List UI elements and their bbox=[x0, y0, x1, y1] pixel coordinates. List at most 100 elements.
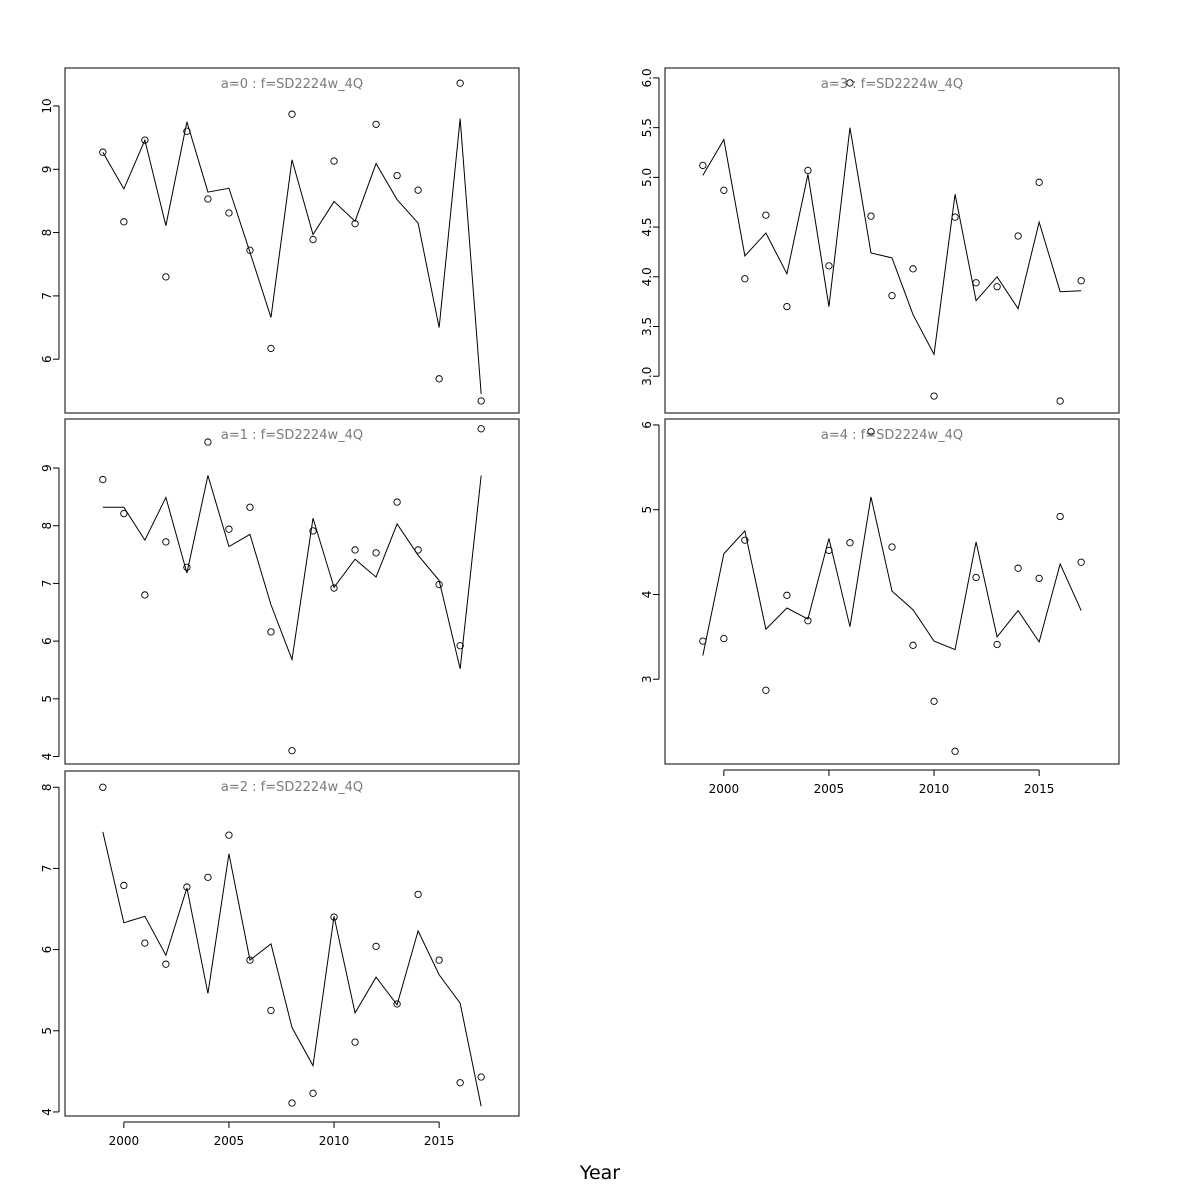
observed-point bbox=[141, 591, 149, 599]
observed-point bbox=[720, 634, 728, 643]
observed-point bbox=[888, 292, 896, 300]
observed-point bbox=[309, 235, 317, 244]
observed-point bbox=[477, 425, 485, 433]
panel-frame bbox=[664, 418, 1120, 765]
observed-point bbox=[699, 161, 707, 170]
observed-point bbox=[477, 397, 485, 405]
observed-point bbox=[930, 392, 938, 400]
x-tick-label: 2005 bbox=[814, 782, 845, 796]
observed-point bbox=[414, 186, 422, 194]
x-tick-label: 2010 bbox=[319, 1134, 350, 1148]
observed-point bbox=[1077, 277, 1085, 285]
observed-point bbox=[846, 539, 854, 547]
y-tick-label: 9 bbox=[40, 165, 54, 173]
panel-frame bbox=[64, 67, 520, 414]
observed-point bbox=[351, 220, 359, 228]
observed-point bbox=[288, 110, 296, 118]
panel-frame bbox=[64, 770, 520, 1117]
y-tick-label: 6 bbox=[640, 421, 654, 429]
observed-point bbox=[1014, 232, 1022, 240]
observed-point bbox=[951, 747, 959, 755]
fitted-line bbox=[102, 118, 482, 395]
observed-point bbox=[267, 628, 275, 636]
observed-point bbox=[330, 157, 338, 165]
observed-point bbox=[804, 617, 812, 625]
x-axis-label: Year bbox=[579, 1162, 620, 1184]
observed-point bbox=[120, 218, 128, 226]
observed-point bbox=[1014, 564, 1022, 572]
y-tick-label: 5 bbox=[640, 506, 654, 514]
y-tick-label: 3.5 bbox=[640, 317, 654, 336]
panels-layer: 6 7 8 9 10 a=0 : f=SD2224w_4Q 4 5 6 7 8 9 a=1 : f=SD… bbox=[40, 67, 1120, 1148]
observed-point bbox=[783, 302, 791, 311]
observed-point bbox=[330, 913, 338, 921]
observed-point bbox=[1056, 397, 1064, 405]
observed-point bbox=[972, 573, 980, 582]
x-tick-label: 2010 bbox=[919, 782, 950, 796]
observed-point bbox=[162, 538, 170, 546]
observed-point bbox=[867, 212, 875, 220]
y-tick-label: 4.0 bbox=[640, 267, 654, 286]
observed-point bbox=[393, 498, 401, 506]
observed-point bbox=[435, 956, 443, 964]
observed-point bbox=[288, 1099, 296, 1107]
fitted-line bbox=[702, 127, 1082, 356]
observed-point bbox=[825, 546, 833, 555]
observed-point bbox=[246, 956, 254, 964]
y-tick-label: 6 bbox=[40, 946, 54, 954]
fitted-line bbox=[102, 831, 482, 1107]
observed-point bbox=[909, 641, 917, 649]
observed-point bbox=[120, 881, 128, 890]
x-tick-label: 2015 bbox=[424, 1134, 455, 1148]
observed-point bbox=[183, 883, 191, 891]
observed-point bbox=[741, 536, 749, 544]
observed-point bbox=[162, 960, 170, 968]
observed-point bbox=[930, 697, 938, 705]
observed-point bbox=[393, 1000, 401, 1008]
observed-point bbox=[372, 120, 380, 128]
y-tick-label: 6 bbox=[40, 637, 54, 645]
panel-title: a=0 : f=SD2224w_4Q bbox=[221, 77, 363, 92]
fitted-line bbox=[702, 496, 1082, 656]
observed-point bbox=[456, 1079, 464, 1087]
y-tick-label: 5.0 bbox=[640, 168, 654, 187]
observed-point bbox=[846, 79, 854, 87]
y-tick-label: 4.5 bbox=[640, 218, 654, 237]
observed-point bbox=[204, 873, 212, 881]
panel-title: a=4 : f=SD2224w_4Q bbox=[821, 428, 963, 443]
observed-point bbox=[1056, 512, 1064, 521]
observed-point bbox=[330, 584, 338, 592]
observed-point bbox=[393, 171, 401, 180]
observed-point bbox=[246, 503, 254, 511]
y-tick-label: 3.0 bbox=[640, 367, 654, 386]
observed-point bbox=[267, 344, 275, 353]
observed-point bbox=[414, 890, 422, 899]
panel-title: a=2 : f=SD2224w_4Q bbox=[221, 780, 363, 795]
x-tick-label: 2005 bbox=[214, 1134, 245, 1148]
observed-point bbox=[435, 375, 443, 383]
observed-point bbox=[267, 1006, 275, 1015]
observed-point bbox=[993, 640, 1001, 649]
x-tick-label: 2015 bbox=[1024, 782, 1055, 796]
observed-point bbox=[1077, 558, 1085, 566]
observed-point bbox=[351, 546, 359, 554]
panel-4: 3 4 5 6 2000 2005 2010 2015 a=4 : f=SD2224w_4Q bbox=[640, 418, 1120, 796]
observed-point bbox=[372, 549, 380, 557]
observed-point bbox=[888, 543, 896, 551]
y-tick-label: 10 bbox=[40, 98, 54, 113]
y-tick-label: 7 bbox=[40, 865, 54, 873]
observed-point bbox=[1035, 178, 1043, 186]
x-tick-label: 2000 bbox=[109, 1134, 140, 1148]
y-tick-label: 5 bbox=[40, 1027, 54, 1035]
y-tick-label: 8 bbox=[40, 522, 54, 530]
observed-point bbox=[183, 563, 191, 571]
observed-point bbox=[351, 1038, 359, 1046]
y-tick-label: 6.0 bbox=[640, 68, 654, 87]
panel-1: 4 5 6 7 8 9 a=1 : f=SD2224w_4Q bbox=[40, 418, 520, 765]
panel-frame bbox=[64, 418, 520, 765]
observed-point bbox=[225, 209, 233, 217]
observed-point bbox=[99, 783, 107, 791]
observed-point bbox=[741, 275, 749, 283]
observed-point bbox=[204, 438, 212, 446]
